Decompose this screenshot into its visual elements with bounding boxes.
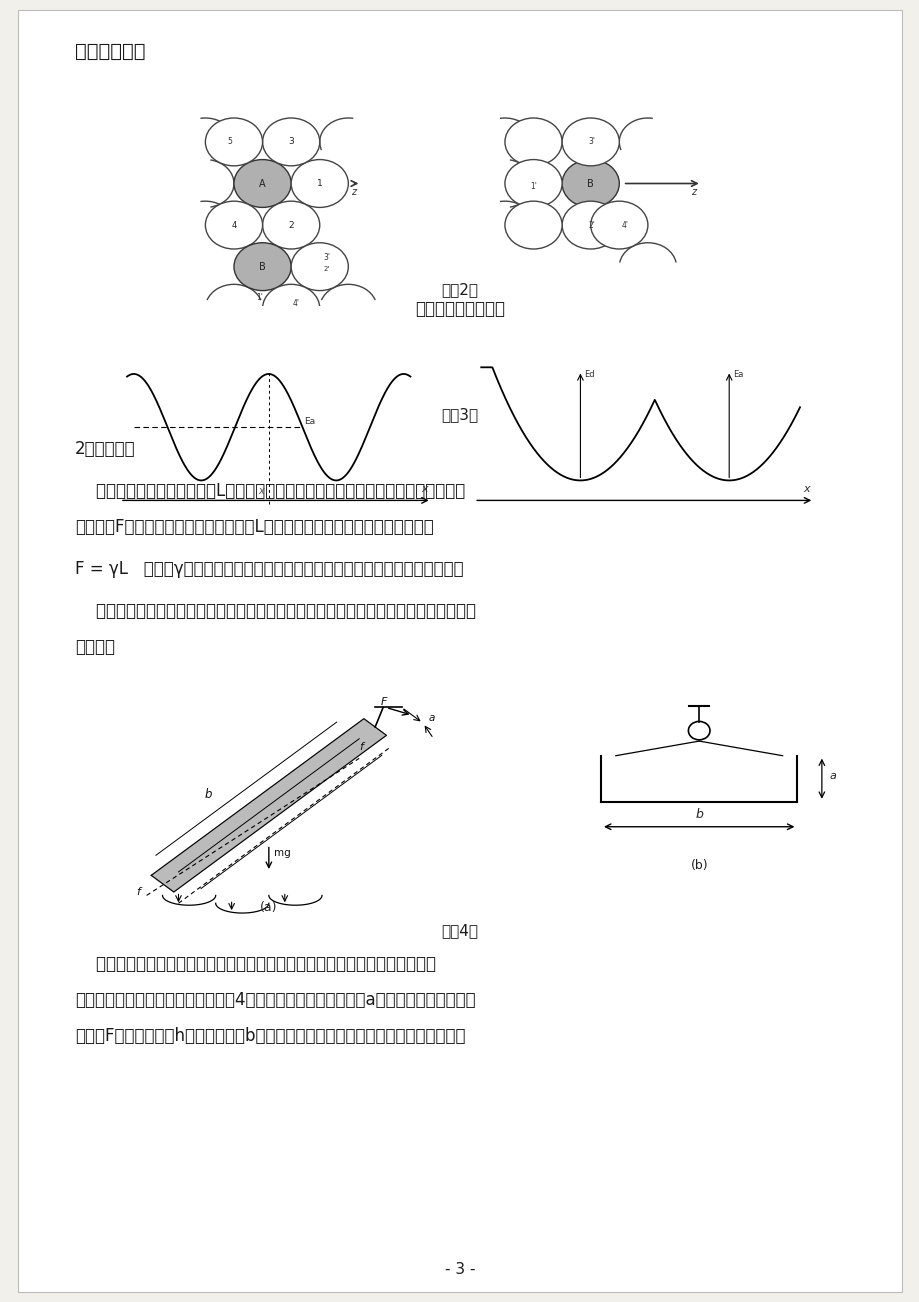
Circle shape (505, 202, 562, 249)
Circle shape (562, 202, 618, 249)
Text: - 3 -: - 3 - (444, 1262, 475, 1277)
Text: b: b (695, 809, 702, 822)
Text: 4: 4 (231, 220, 236, 229)
Circle shape (233, 242, 290, 290)
Text: 1: 1 (316, 178, 323, 187)
Circle shape (505, 160, 562, 207)
Text: Ea: Ea (304, 417, 315, 426)
Text: 物理实验论文: 物理实验论文 (75, 42, 145, 61)
Text: 3': 3' (588, 138, 595, 146)
Text: 原子扩散的等效势能: 原子扩散的等效势能 (414, 299, 505, 318)
Circle shape (590, 202, 647, 249)
Text: 2: 2 (288, 220, 294, 229)
Text: 4': 4' (293, 298, 300, 307)
Circle shape (562, 118, 618, 165)
Text: (a): (a) (260, 901, 278, 914)
Text: 若将一个圆形细金属丝环浸入被测液体内，然后再慢慢地将它向上拉出液面，: 若将一个圆形细金属丝环浸入被测液体内，然后再慢慢地将它向上拉出液面， (75, 954, 436, 973)
Text: B: B (259, 262, 266, 272)
Text: 4': 4' (620, 220, 628, 229)
Text: (b): (b) (689, 858, 708, 871)
Text: f: f (136, 888, 140, 897)
Circle shape (262, 202, 320, 249)
Circle shape (290, 242, 348, 290)
Text: 可看到金属环带出一层液膜，如图（4）所示。设金属环的直径为a，拉起液膜将破裂时的: 可看到金属环带出一层液膜，如图（4）所示。设金属环的直径为a，拉起液膜将破裂时的 (75, 991, 475, 1009)
Text: f: f (358, 742, 363, 753)
Circle shape (205, 118, 262, 165)
Text: Ea: Ea (732, 370, 743, 379)
Text: 3: 3 (288, 138, 294, 146)
Polygon shape (151, 719, 386, 892)
Text: B: B (586, 178, 594, 189)
Text: mg: mg (274, 848, 290, 858)
Text: 拉力为F，膜的高度为h，膜的宽度为b，因为拉出的液膜有前后两个表面，而且其中间: 拉力为F，膜的高度为h，膜的宽度为b，因为拉出的液膜有前后两个表面，而且其中间 (75, 1027, 465, 1046)
Circle shape (505, 118, 562, 165)
Text: 图（3）: 图（3） (441, 408, 478, 422)
Text: z: z (351, 187, 356, 197)
Text: 1': 1' (529, 182, 537, 191)
Text: a: a (428, 713, 434, 723)
Text: x: x (258, 486, 264, 496)
Text: b: b (205, 788, 212, 801)
Text: Ed: Ed (584, 370, 594, 379)
Circle shape (205, 202, 262, 249)
Text: 1': 1' (255, 293, 262, 302)
Text: 2、实验设计: 2、实验设计 (75, 440, 135, 458)
Text: x: x (421, 484, 427, 493)
FancyBboxPatch shape (18, 10, 901, 1292)
Text: 5: 5 (227, 138, 232, 146)
Circle shape (233, 160, 290, 207)
Text: F: F (380, 698, 386, 707)
Circle shape (262, 284, 320, 332)
Text: 2': 2' (323, 266, 330, 272)
Circle shape (262, 118, 320, 165)
Text: a: a (828, 771, 835, 781)
Text: 采用拉脱法测定液体的表面张力系数是直接测定法，通常采用物体的弹性形变来量度力: 采用拉脱法测定液体的表面张力系数是直接测定法，通常采用物体的弹性形变来量度力 (75, 602, 475, 620)
Text: 我们设想在液面上作一长为L的线段，则表面张力的作用就表现在线段两边的液体以: 我们设想在液面上作一长为L的线段，则表面张力的作用就表现在线段两边的液体以 (75, 482, 465, 500)
Circle shape (290, 160, 348, 207)
Text: 3': 3' (323, 253, 330, 262)
Text: 一定的力F相互作用，且作用力的方向与L垂直，其大小与线段的长度成正比。即: 一定的力F相互作用，且作用力的方向与L垂直，其大小与线段的长度成正比。即 (75, 518, 433, 536)
Circle shape (562, 160, 618, 207)
Text: 图（4）: 图（4） (441, 923, 478, 937)
Text: 2': 2' (588, 220, 595, 229)
Text: F = γL   ，式中γ为液体的表面张力系数，即作用于液面单位长度上的表面张力。: F = γL ，式中γ为液体的表面张力系数，即作用于液面单位长度上的表面张力。 (75, 560, 463, 578)
Text: z: z (691, 187, 696, 197)
Text: x: x (802, 484, 810, 493)
Text: 图（2）: 图（2） (441, 283, 478, 297)
Text: A: A (259, 178, 266, 189)
Text: 的大小。: 的大小。 (75, 638, 115, 656)
